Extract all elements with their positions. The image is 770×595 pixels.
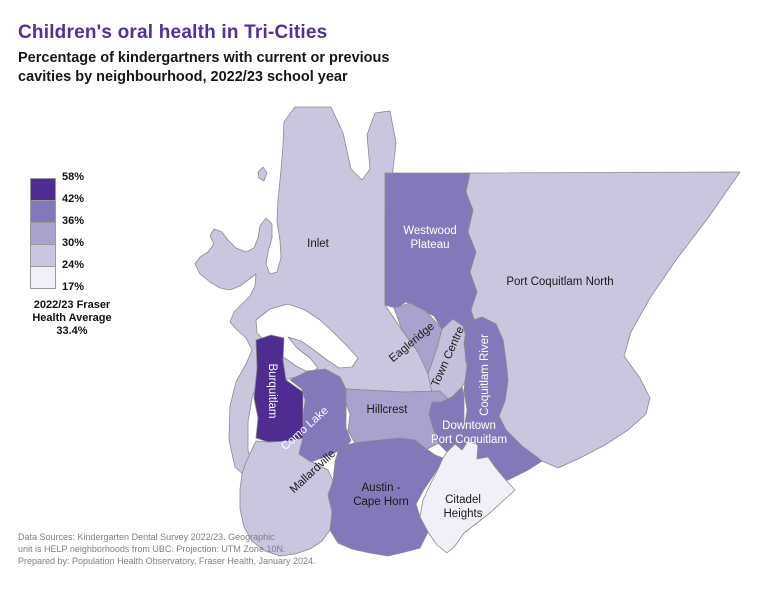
legend-label-0: 58% [62, 171, 85, 183]
footer-line-3: Prepared by: Population Health Observato… [18, 556, 316, 566]
avg-note-line-1: 2022/23 Fraser [33, 299, 111, 311]
legend-label-5: 17% [62, 281, 85, 293]
water-channel-region [255, 303, 359, 374]
como-lake-region [289, 368, 352, 463]
page-subtitle: Percentage of kindergartners with curren… [18, 49, 389, 87]
inlet-island-region [257, 166, 268, 182]
legend-label-4: 24% [62, 259, 85, 271]
hillcrest-label: Hillcrest [367, 404, 409, 416]
data-source-note: Data Sources: Kindergarten Dental Survey… [18, 531, 316, 567]
fraser-health-average-note: 2022/23 Fraser Health Average 33.4% [14, 299, 130, 338]
footer-line-1: Data Sources: Kindergarten Dental Survey… [18, 532, 275, 542]
westwood-plateau-label: Plateau [410, 239, 449, 251]
avg-note-line-2: Health Average [32, 312, 112, 324]
legend-swatch-3 [31, 244, 55, 266]
austin-cape-horn-label: Austin - [362, 482, 401, 494]
port-coquitlam-north-label: Port Coquitlam North [506, 276, 613, 288]
legend-swatch-0 [31, 179, 55, 200]
subtitle-line-1: Percentage of kindergartners with curren… [18, 50, 390, 66]
port-coquitlam-north-region [465, 171, 741, 469]
coquitlam-river-label: Coquitlam River [479, 334, 491, 416]
footer-line-2: unit is HELP neighborhoods from UBC. Pro… [18, 544, 286, 554]
citadel-heights-label: Heights [444, 508, 483, 520]
legend-label-3: 30% [62, 237, 85, 249]
burquitlam-label: Burquitlam [266, 364, 278, 419]
burquitlam-region [253, 334, 304, 443]
downtown-port-coquitlam-label: Port Coquitlam [431, 434, 507, 446]
subtitle-line-2: cavities by neighbourhood, 2022/23 schoo… [18, 69, 348, 85]
austin-cape-horn-label: Cape Horn [353, 496, 409, 508]
citadel-heights-region [419, 440, 516, 554]
westwood-plateau-label: Westwood [403, 225, 456, 237]
legend-color-scale [30, 178, 56, 289]
legend-label-2: 36% [62, 215, 85, 227]
page-title: Children's oral health in Tri-Cities [18, 22, 328, 43]
avg-note-line-3: 33.4% [56, 325, 88, 337]
legend-label-1: 42% [62, 193, 85, 205]
legend-swatch-4 [31, 266, 55, 288]
downtown-port-coquitlam-label: Downtown [442, 420, 496, 432]
inlet-label: Inlet [307, 238, 330, 250]
legend-swatch-2 [31, 222, 55, 244]
citadel-heights-label: Citadel [445, 494, 481, 506]
legend-labels: 58% 42% 36% 30% 24% 17% [62, 171, 112, 293]
legend-swatch-1 [31, 200, 55, 222]
